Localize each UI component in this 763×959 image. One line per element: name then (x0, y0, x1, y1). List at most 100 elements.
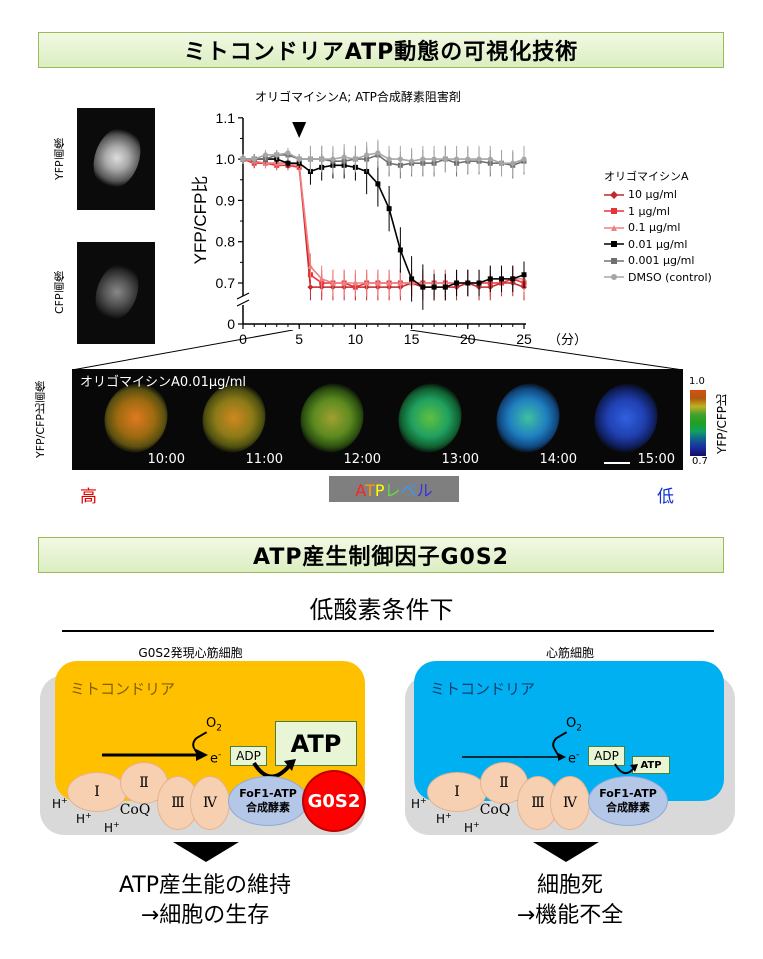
data-point (274, 152, 280, 158)
legend-entry: 0.01 μg/ml (604, 238, 687, 251)
right-coq: CoQ (479, 802, 511, 818)
x-tick-label: 10 (348, 331, 364, 347)
data-point (453, 156, 460, 162)
right-complex-iv: Ⅳ (550, 776, 590, 830)
legend-label: 0.01 μg/ml (628, 237, 688, 251)
data-point (442, 156, 448, 162)
left-result-line2: →細胞の生存 (140, 903, 270, 928)
data-point (307, 156, 314, 162)
left-atp: ATP (275, 721, 357, 766)
cell-image (388, 374, 472, 462)
data-point (285, 150, 291, 156)
data-point (465, 280, 471, 286)
data-point (240, 156, 246, 162)
data-point (510, 276, 516, 282)
left-result-line1: ATP産生能の維持 (118, 873, 292, 898)
right-result-line1: 細胞死 (536, 873, 603, 898)
left-mito-label: ミトコンドリア (70, 680, 176, 698)
data-point (487, 156, 493, 162)
section-title-text: ミトコンドリアATP動態の可視化技術 (183, 40, 579, 65)
data-point (499, 276, 505, 282)
right-electron: e- (568, 750, 580, 767)
data-point (431, 284, 437, 290)
g0s2-protein: G0S2 (302, 770, 366, 832)
colorbar (690, 390, 706, 456)
right-panel-caption: 心筋細胞 (545, 646, 594, 660)
timelapse-title: オリゴマイシンA0.01μg/ml (80, 375, 247, 390)
legend-marker (604, 257, 624, 264)
right-o2: O2 (566, 716, 582, 734)
right-h3: H+ (464, 820, 480, 835)
left-electron: e- (210, 750, 222, 767)
x-tick-label: 15 (404, 331, 420, 347)
left-h2: H+ (76, 811, 92, 826)
yfp-image-label: YFP画像 (53, 138, 66, 180)
legend-marker (604, 274, 624, 280)
data-point (510, 160, 516, 166)
data-point (374, 280, 381, 286)
chart-subtitle: オリゴマイシンA; ATP合成酵素阻害剤 (255, 90, 461, 104)
right-result: 細胞死 →機能不全 (410, 871, 730, 931)
timelapse-frame: 15:00 (577, 369, 677, 470)
level-high: 高 (80, 487, 97, 507)
section-title-visualization: ミトコンドリアATP動態の可視化技術 (38, 32, 724, 68)
timelapse-frame: 13:00 (381, 369, 481, 470)
minutes-label: （分） (548, 333, 588, 348)
legend-marker (604, 241, 624, 247)
data-point (319, 156, 325, 162)
left-down-arrow (173, 842, 239, 862)
timestamp: 14:00 (539, 452, 577, 467)
left-atp-synthase: FoF1-ATP 合成酵素 (228, 776, 308, 826)
legend-marker (604, 208, 624, 214)
atp-level-char: P (374, 481, 385, 500)
scale-bar (604, 462, 630, 464)
cell-image (486, 374, 570, 462)
data-point (375, 181, 381, 187)
timelapse-frame: 12:00 (283, 369, 383, 470)
legend-entry: 10 μg/ml (604, 188, 677, 201)
cfp-image (77, 242, 155, 344)
right-electron-arrow (462, 753, 566, 761)
cell-image (584, 374, 668, 462)
legend-title: オリゴマイシンA (604, 170, 689, 183)
data-point (442, 284, 448, 290)
right-atp-synthase: FoF1-ATP 合成酵素 (588, 776, 668, 826)
timelapse-frame: 10:00 (87, 369, 187, 470)
x-tick-label: 20 (460, 331, 476, 347)
data-point (454, 280, 460, 286)
timestamp: 15:00 (637, 452, 675, 467)
data-point (386, 206, 392, 212)
colorbar-bottom: 0.7 (692, 456, 708, 467)
legend-entry: 0.001 μg/ml (604, 254, 694, 267)
left-complex-i: I (67, 772, 127, 812)
left-panel-caption: G0S2発現心筋細胞 (138, 646, 243, 660)
right-adp: ADP (588, 746, 625, 766)
legend-label: DMSO (control) (628, 270, 712, 284)
legend-entry: 1 μg/ml (604, 205, 670, 218)
x-tick-label: 5 (295, 331, 303, 347)
cfp-image-label: CFP画像 (53, 271, 66, 315)
timelapse-frame: 11:00 (185, 369, 285, 470)
timelapse-strip: 10:00 11:00 12:00 13:00 14:00 15:00 オリゴマイシンA0… (72, 369, 683, 470)
legend-label: 0.001 μg/ml (628, 254, 695, 267)
left-result: ATP産生能の維持 →細胞の生存 (0, 871, 410, 931)
data-point (285, 160, 291, 166)
data-point (498, 160, 505, 166)
left-complex-iv: Ⅳ (190, 776, 230, 830)
data-point (329, 280, 336, 286)
y-tick-label: 1.0 (216, 151, 236, 167)
y-tick-label: 1.1 (216, 110, 236, 126)
data-point (409, 276, 415, 282)
legend-label: 0.1 μg/ml (628, 221, 681, 234)
data-point (296, 156, 302, 162)
legend-marker (604, 224, 624, 231)
left-o2: O2 (206, 716, 222, 734)
data-point (363, 280, 370, 286)
right-complex-i: I (427, 772, 487, 812)
legend-entry: DMSO (control) (604, 271, 712, 284)
legend-label: 1 μg/ml (628, 204, 670, 218)
atp-level-char: レ (384, 481, 401, 500)
legend-entry: 0.1 μg/ml (604, 221, 680, 234)
x-tick-label: 25 (516, 331, 532, 347)
cell-image (290, 374, 374, 462)
